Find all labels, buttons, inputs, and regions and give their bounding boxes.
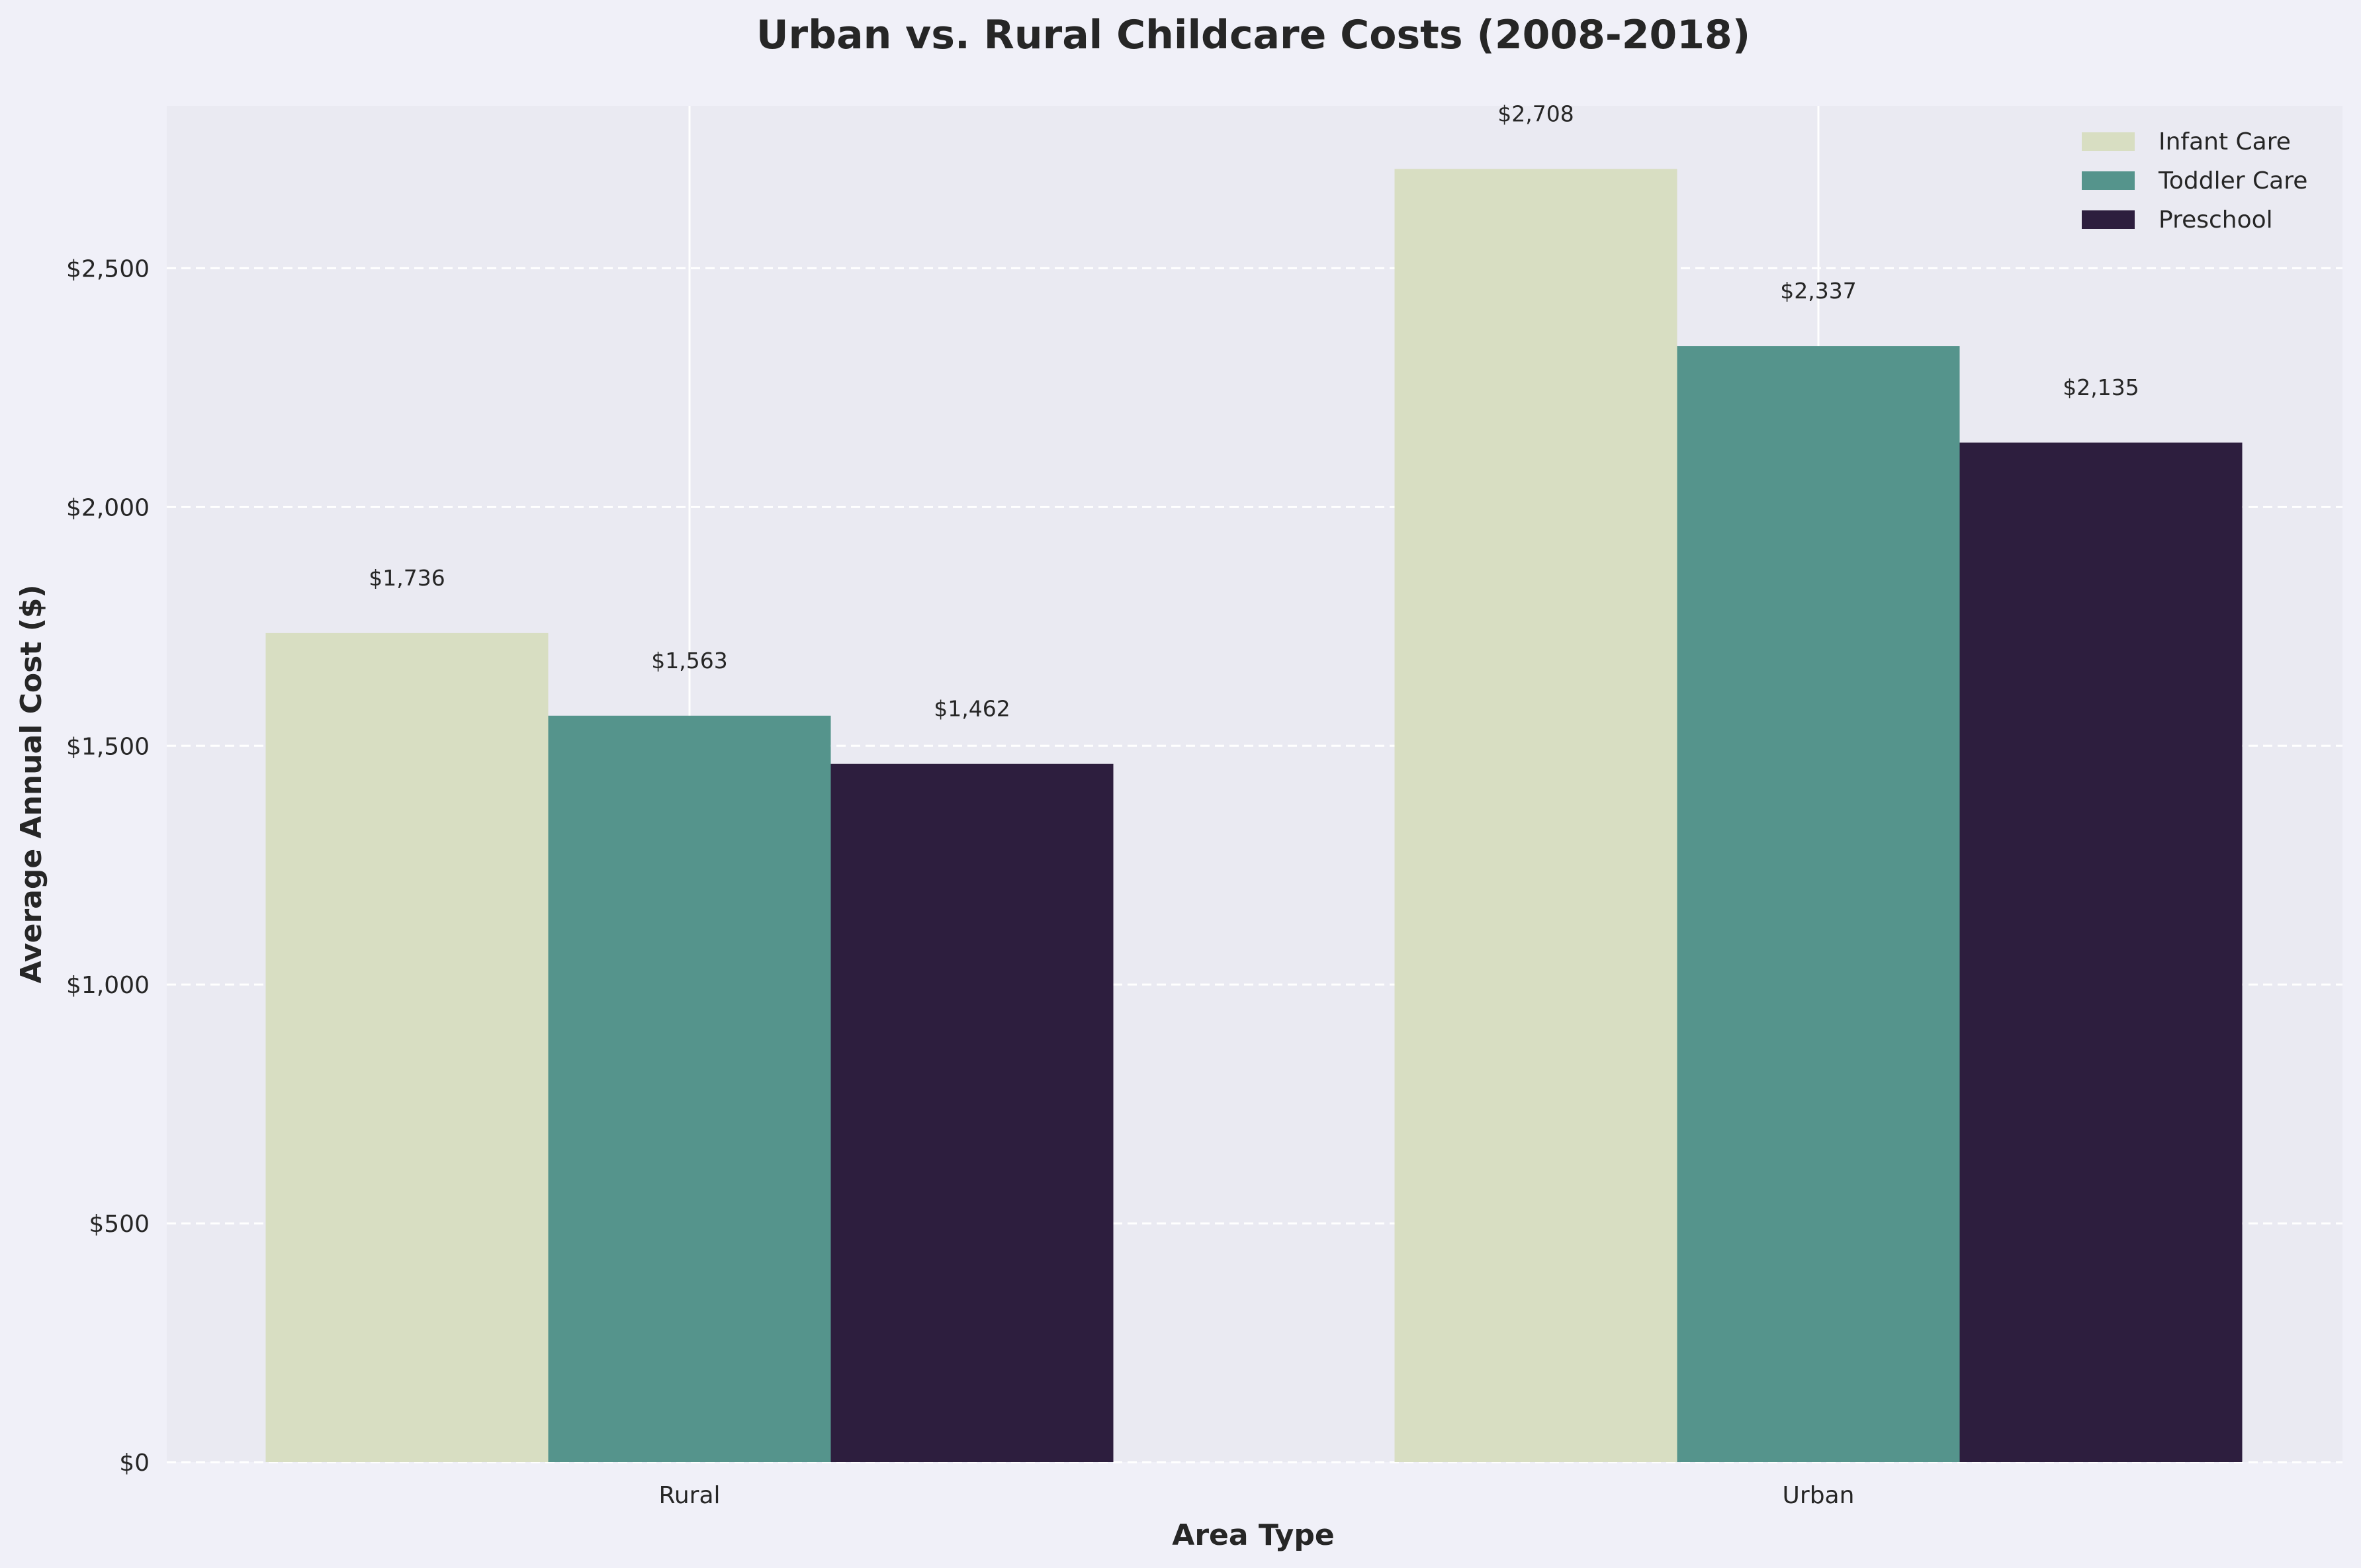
y-tick-label: $2,000	[66, 494, 150, 521]
chart-title: Urban vs. Rural Childcare Costs (2008-20…	[756, 12, 1750, 58]
bar-preschool-urban	[1959, 442, 2243, 1462]
x-tick-label: Rural	[658, 1482, 720, 1509]
bar-toddler-care-rural	[548, 715, 831, 1462]
legend: Infant Care Toddler Care Preschool	[2082, 128, 2307, 234]
x-axis-label: Area Type	[1172, 1518, 1334, 1552]
bar-preschool-rural	[830, 763, 1114, 1462]
legend-swatch	[2082, 132, 2135, 151]
bar-value-label: $2,135	[2063, 374, 2139, 400]
bar-value-labels: $1,736 $2,708 $1,563 $2,337 $1,462 $2,135	[369, 101, 2139, 721]
bar-toddler-care-urban	[1677, 346, 1960, 1462]
y-tick-label: $2,500	[66, 255, 150, 283]
y-tick-label: $1,000	[66, 972, 150, 999]
legend-swatch	[2082, 171, 2135, 190]
legend-swatch	[2082, 210, 2135, 229]
bar-value-label: $2,337	[1780, 278, 1856, 304]
y-axis-ticks: $0 $500 $1,000 $1,500 $2,000 $2,500	[66, 255, 150, 1477]
y-tick-label: $500	[89, 1211, 150, 1238]
bar-value-label: $1,736	[369, 565, 445, 591]
bar-value-label: $1,462	[934, 696, 1010, 722]
legend-label: Toddler Care	[2158, 167, 2307, 195]
x-tick-label: Urban	[1783, 1482, 1855, 1509]
bar-value-label: $1,563	[651, 648, 727, 674]
bar-value-label: $2,708	[1497, 101, 1574, 126]
y-axis-label: Average Annual Cost ($)	[15, 584, 48, 983]
bar-infant-care-rural	[265, 632, 549, 1463]
legend-label: Preschool	[2159, 206, 2273, 234]
bar-infant-care-urban	[1394, 169, 1677, 1462]
legend-label: Infant Care	[2159, 128, 2291, 155]
y-tick-label: $0	[119, 1450, 150, 1477]
x-axis-ticks: Rural Urban	[658, 1482, 1854, 1509]
bars	[265, 169, 2243, 1463]
y-tick-label: $1,500	[66, 733, 150, 760]
